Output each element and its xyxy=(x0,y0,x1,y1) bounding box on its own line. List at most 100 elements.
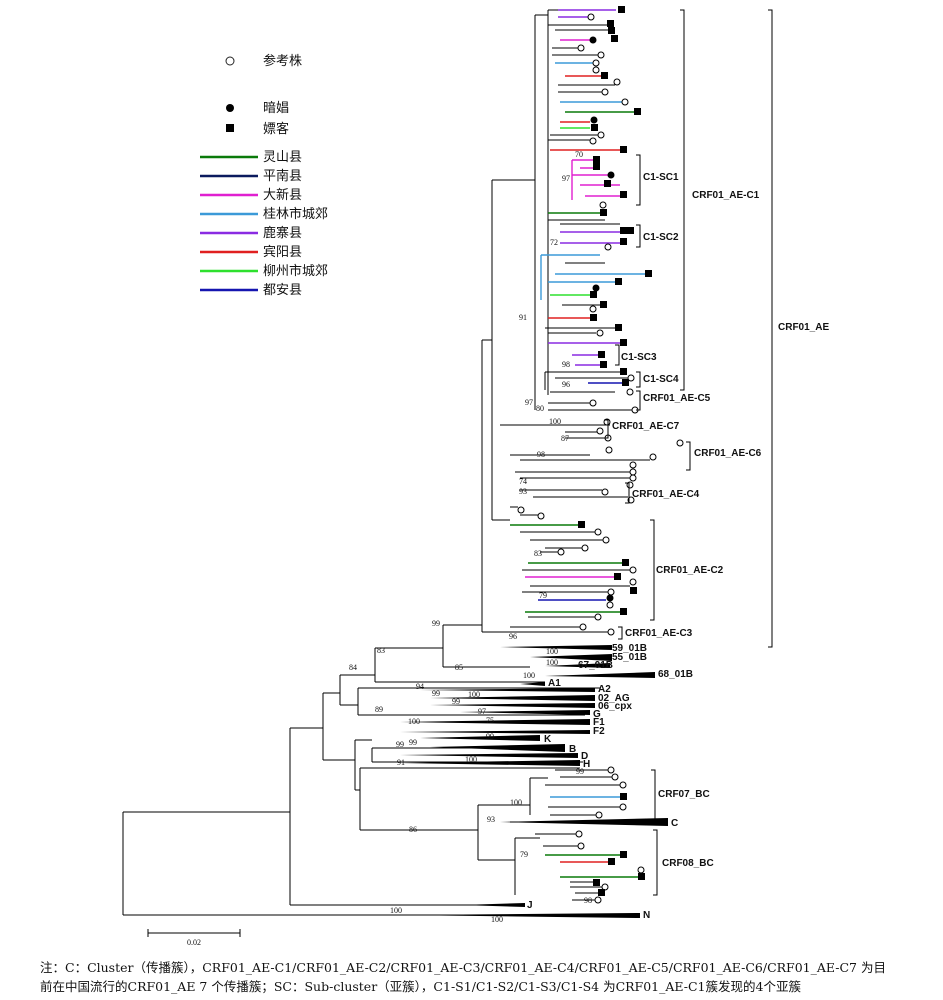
svg-text:99: 99 xyxy=(409,738,417,747)
svg-text:97: 97 xyxy=(562,174,570,183)
legend-label-pingnan: 平南县 xyxy=(263,168,302,184)
crf01-split xyxy=(442,624,530,668)
outgroups-a xyxy=(357,687,600,716)
colored-tips xyxy=(510,9,645,878)
taxon-68-01b: 68_01B xyxy=(658,669,693,680)
filled-square-icon xyxy=(226,124,234,132)
svg-text:89: 89 xyxy=(375,705,383,714)
svg-text:93: 93 xyxy=(487,815,495,824)
legend-label-guilin: 桂林市城郊 xyxy=(263,206,328,222)
svg-text:100: 100 xyxy=(390,906,402,915)
legend-reference-label: 参考株 xyxy=(263,53,302,69)
cluster-brackets xyxy=(604,9,773,896)
crf08-stem xyxy=(514,837,540,895)
figure-note: 注：C：Cluster（传播簇），CRF01_AE-C1/CRF01_AE-C2… xyxy=(40,958,935,996)
svg-text:97: 97 xyxy=(478,707,486,716)
svg-text:83: 83 xyxy=(377,646,385,655)
taxon-f2: F2 xyxy=(593,726,605,737)
svg-text:100: 100 xyxy=(468,690,480,699)
taxon-06-cpx: 06_cpx xyxy=(598,701,632,712)
scale-bar: 0.02 xyxy=(147,929,241,947)
svg-text:74: 74 xyxy=(519,477,527,486)
legend-label-binyang: 宾阳县 xyxy=(263,244,302,260)
cluster-label-sc1: C1-SC1 xyxy=(643,172,679,183)
bootstrap-values: 70 97 72 91 98 96 97 80 100 87 98 74 93 … xyxy=(349,150,592,924)
cluster-label-sc4: C1-SC4 xyxy=(643,374,679,385)
svg-text:79: 79 xyxy=(520,850,528,859)
bc-split xyxy=(359,767,580,831)
svg-text:72: 72 xyxy=(550,238,558,247)
taxon-k: K xyxy=(544,734,552,745)
taxon-55-01b: 55_01B xyxy=(612,652,647,663)
open-circle-icon xyxy=(225,56,235,66)
svg-text:83: 83 xyxy=(534,549,542,558)
cluster-label-c6: CRF01_AE-C6 xyxy=(694,448,762,459)
legend-label-du-an: 都安县 xyxy=(263,283,302,298)
legend-label-lingshan: 灵山县 xyxy=(263,150,302,165)
svg-text:99: 99 xyxy=(432,619,440,628)
svg-text:85: 85 xyxy=(455,663,463,672)
cluster-label-crf07: CRF07_BC xyxy=(658,789,710,800)
svg-text:99: 99 xyxy=(396,740,404,749)
taxon-59-01b: 59_01B xyxy=(612,643,647,654)
cluster-label-c7: CRF01_AE-C7 xyxy=(612,421,680,432)
note-line-1: 注：C：Cluster（传播簇），CRF01_AE-C1/CRF01_AE-C2… xyxy=(40,960,886,975)
svg-text:98: 98 xyxy=(584,896,592,905)
legend-client-label: 嫖客 xyxy=(263,121,289,137)
svg-text:100: 100 xyxy=(546,647,558,656)
legend-label-liuzhou: 柳州市城郊 xyxy=(263,263,328,279)
svg-text:87: 87 xyxy=(561,434,569,443)
note-line-2: 前在中国流行的CRF01_AE 7 个传播簇；SC：Sub-cluster（亚簇… xyxy=(40,979,801,994)
svg-text:91: 91 xyxy=(519,313,527,322)
taxon-67-01b: 67_01B xyxy=(578,660,613,671)
tip-symbols xyxy=(517,6,684,904)
cluster-label-crf08: CRF08_BC xyxy=(662,858,714,869)
svg-text:100: 100 xyxy=(523,671,535,680)
svg-text:96: 96 xyxy=(509,632,517,641)
phylogenetic-tree: 参考株 暗娼 嫖客 灵山县 平南县 大新县 桂林市城郊 鹿寨县 宾阳县 柳州市城… xyxy=(122,6,829,947)
c1-backbone xyxy=(547,9,575,395)
taxon-a1: A1 xyxy=(548,678,561,689)
svg-text:99: 99 xyxy=(452,697,460,706)
svg-text:75: 75 xyxy=(486,716,494,725)
svg-text:100: 100 xyxy=(549,417,561,426)
scale-bar-label: 0.02 xyxy=(187,938,201,947)
svg-text:86: 86 xyxy=(409,825,417,834)
svg-text:94: 94 xyxy=(416,682,424,691)
svg-text:99: 99 xyxy=(486,732,494,741)
taxon-b: B xyxy=(569,744,576,755)
svg-text:97: 97 xyxy=(525,398,533,407)
crf07-crf08 xyxy=(477,804,530,861)
taxon-h: H xyxy=(583,759,590,770)
taxon-02-ag: 02_AG xyxy=(598,693,630,704)
legend-label-daxin: 大新县 xyxy=(263,187,302,203)
collapsed-clades xyxy=(400,645,668,918)
c1-stem xyxy=(534,14,548,410)
legend-label-luzhai: 鹿寨县 xyxy=(263,225,302,241)
svg-text:100: 100 xyxy=(491,915,503,924)
root-branch xyxy=(122,811,640,916)
taxon-n: N xyxy=(643,910,650,921)
legend-sex-worker-label: 暗娼 xyxy=(263,101,289,116)
svg-text:84: 84 xyxy=(349,663,357,672)
cluster-label-sc2: C1-SC2 xyxy=(643,232,679,243)
svg-text:100: 100 xyxy=(408,717,420,726)
cluster-label-c2: CRF01_AE-C2 xyxy=(656,565,724,576)
cluster-label-c1: CRF01_AE-C1 xyxy=(692,190,760,201)
svg-text:100: 100 xyxy=(465,755,477,764)
cluster-label-crf01: CRF01_AE xyxy=(778,322,829,333)
cluster-label-c4: CRF01_AE-C4 xyxy=(632,489,700,500)
svg-text:99: 99 xyxy=(576,767,584,776)
svg-text:80: 80 xyxy=(536,404,544,413)
svg-text:99: 99 xyxy=(432,689,440,698)
outgroups-b xyxy=(354,739,372,791)
svg-text:98: 98 xyxy=(537,450,545,459)
taxon-d: D xyxy=(581,751,588,762)
crf07-stem xyxy=(529,777,548,815)
svg-text:70: 70 xyxy=(575,150,583,159)
tree-branches xyxy=(122,9,640,916)
filled-circle-icon xyxy=(226,104,234,112)
sub-split-a xyxy=(339,674,375,706)
svg-text:93: 93 xyxy=(519,487,527,496)
crf01-inner xyxy=(481,339,500,633)
